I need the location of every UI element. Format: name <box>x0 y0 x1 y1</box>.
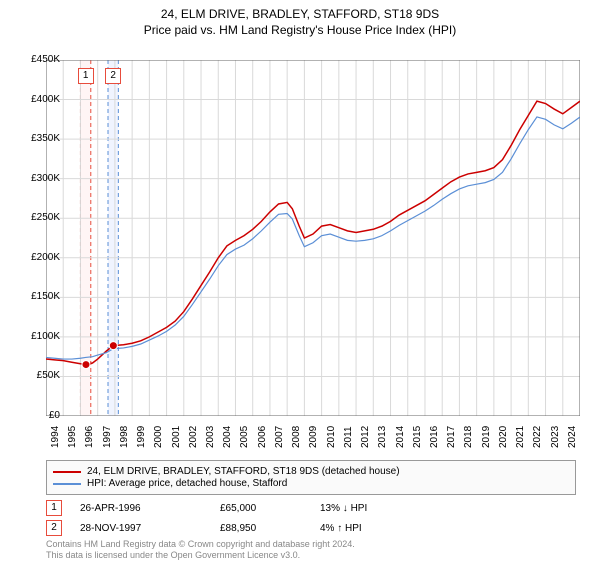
xtick-label: 1995 <box>67 426 78 448</box>
xtick-label: 2021 <box>515 426 526 448</box>
chart-svg <box>46 60 580 416</box>
xtick-label: 2004 <box>222 426 233 448</box>
ytick-label: £0 <box>16 410 60 421</box>
sale-price-2: £88,950 <box>220 523 320 534</box>
ytick-label: £250K <box>16 212 60 223</box>
xtick-label: 2005 <box>239 426 250 448</box>
xtick-label: 2010 <box>326 426 337 448</box>
xtick-label: 2012 <box>360 426 371 448</box>
sale-marker-1: 1 <box>46 500 62 516</box>
chart-marker-2: 2 <box>105 68 121 84</box>
legend-row-series1: 24, ELM DRIVE, BRADLEY, STAFFORD, ST18 9… <box>53 466 569 477</box>
xtick-label: 2009 <box>308 426 319 448</box>
xtick-label: 2013 <box>377 426 388 448</box>
chart-title: 24, ELM DRIVE, BRADLEY, STAFFORD, ST18 9… <box>0 6 600 23</box>
sale-delta-2: 4% ↑ HPI <box>320 523 420 534</box>
chart-subtitle: Price paid vs. HM Land Registry's House … <box>0 23 600 37</box>
xtick-label: 1997 <box>102 426 113 448</box>
xtick-label: 2019 <box>481 426 492 448</box>
xtick-label: 2015 <box>412 426 423 448</box>
ytick-label: £450K <box>16 54 60 65</box>
xtick-label: 2000 <box>153 426 164 448</box>
xtick-label: 2018 <box>463 426 474 448</box>
xtick-label: 2011 <box>343 426 354 448</box>
legend-swatch-2 <box>53 483 81 485</box>
xtick-label: 2014 <box>395 426 406 448</box>
xtick-label: 1994 <box>50 426 61 448</box>
sale-row-1: 1 26-APR-1996 £65,000 13% ↓ HPI <box>46 500 576 516</box>
xtick-label: 2002 <box>188 426 199 448</box>
sale-delta-1: 13% ↓ HPI <box>320 503 420 514</box>
ytick-label: £400K <box>16 94 60 105</box>
ytick-label: £150K <box>16 291 60 302</box>
sale-date-1: 26-APR-1996 <box>80 503 220 514</box>
sale-price-1: £65,000 <box>220 503 320 514</box>
ytick-label: £200K <box>16 252 60 263</box>
footer-line-1: Contains HM Land Registry data © Crown c… <box>46 539 355 551</box>
ytick-label: £50K <box>16 370 60 381</box>
legend-label-2: HPI: Average price, detached house, Staf… <box>87 478 287 489</box>
sale-row-2: 2 28-NOV-1997 £88,950 4% ↑ HPI <box>46 520 576 536</box>
xtick-label: 2020 <box>498 426 509 448</box>
legend-row-series2: HPI: Average price, detached house, Staf… <box>53 478 569 489</box>
chart-container: 24, ELM DRIVE, BRADLEY, STAFFORD, ST18 9… <box>0 6 600 566</box>
xtick-label: 2023 <box>550 426 561 448</box>
sale-marker-2: 2 <box>46 520 62 536</box>
footer-line-2: This data is licensed under the Open Gov… <box>46 550 355 562</box>
xtick-label: 1999 <box>136 426 147 448</box>
chart-plot-area: 12 <box>46 60 580 416</box>
ytick-label: £300K <box>16 173 60 184</box>
xtick-label: 2016 <box>429 426 440 448</box>
sale-date-2: 28-NOV-1997 <box>80 523 220 534</box>
legend-swatch-1 <box>53 471 81 473</box>
chart-marker-1: 1 <box>78 68 94 84</box>
footer: Contains HM Land Registry data © Crown c… <box>46 539 355 562</box>
xtick-label: 2006 <box>257 426 268 448</box>
legend-label-1: 24, ELM DRIVE, BRADLEY, STAFFORD, ST18 9… <box>87 466 400 477</box>
xtick-label: 1996 <box>84 426 95 448</box>
xtick-label: 1998 <box>119 426 130 448</box>
xtick-label: 2017 <box>446 426 457 448</box>
xtick-label: 2001 <box>171 426 182 448</box>
ytick-label: £350K <box>16 133 60 144</box>
xtick-label: 2007 <box>274 426 285 448</box>
xtick-label: 2008 <box>291 426 302 448</box>
xtick-label: 2024 <box>567 426 578 448</box>
ytick-label: £100K <box>16 331 60 342</box>
xtick-label: 2022 <box>532 426 543 448</box>
legend: 24, ELM DRIVE, BRADLEY, STAFFORD, ST18 9… <box>46 460 576 495</box>
xtick-label: 2003 <box>205 426 216 448</box>
